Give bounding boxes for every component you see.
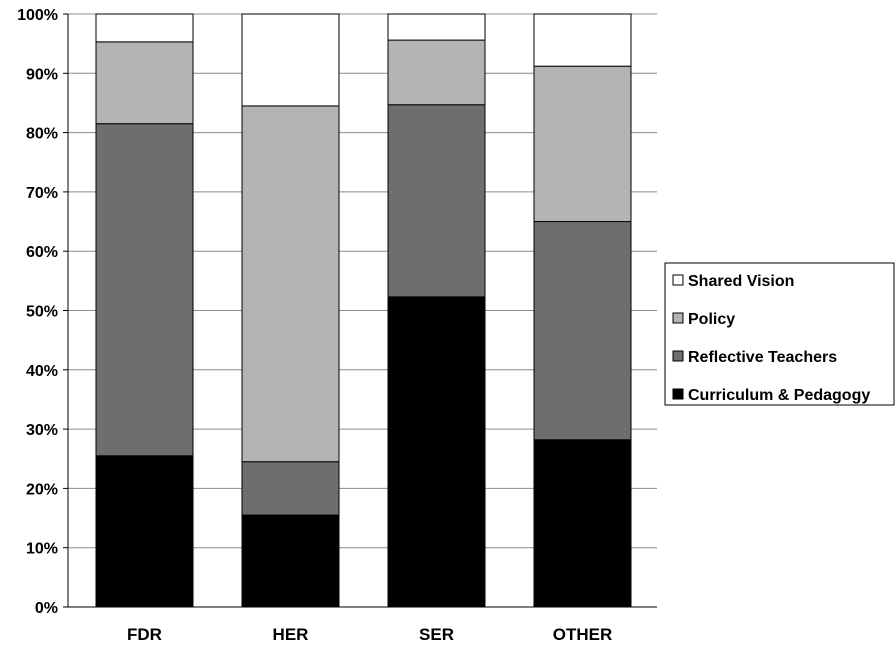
y-tick-label: 70% <box>26 185 58 202</box>
y-axis-tick-labels: 0% 10% 20% 30% 40% 50% 60% 70% 80% 90% 100% <box>17 7 58 617</box>
x-axis-category-labels: FDR HER SER OTHER <box>127 625 612 644</box>
bar-segment-fdr-shared-vision <box>96 14 193 42</box>
bar-segment-fdr-curriculum-pedagogy <box>96 456 193 607</box>
legend-swatch-policy <box>673 313 683 323</box>
y-tick-label: 60% <box>26 244 58 261</box>
legend-swatch-shared-vision <box>673 275 683 285</box>
y-tick-label: 50% <box>26 304 58 321</box>
x-category-label: HER <box>273 625 309 644</box>
bar-segment-ser-shared-vision <box>388 14 485 40</box>
bar-segment-her-reflective-teachers <box>242 462 339 515</box>
x-category-label: FDR <box>127 625 162 644</box>
bar-segment-her-policy <box>242 106 339 462</box>
bar-segment-her-curriculum-pedagogy <box>242 515 339 607</box>
y-tick-label: 40% <box>26 363 58 380</box>
x-category-label: SER <box>419 625 454 644</box>
y-tick-label: 30% <box>26 422 58 439</box>
bar-segment-ser-reflective-teachers <box>388 105 485 297</box>
bar-segment-fdr-policy <box>96 42 193 124</box>
bar-segment-other-reflective-teachers <box>534 222 631 440</box>
bar-segment-other-policy <box>534 66 631 221</box>
legend-swatch-curriculum-pedagogy <box>673 389 683 399</box>
legend-label-reflective-teachers: Reflective Teachers <box>688 349 837 366</box>
y-tick-label: 10% <box>26 541 58 558</box>
x-category-label: OTHER <box>553 625 613 644</box>
legend: Shared Vision Policy Reflective Teachers Cu… <box>665 263 894 405</box>
y-tick-label: 100% <box>17 7 58 24</box>
legend-label-shared-vision: Shared Vision <box>688 273 794 290</box>
bar-segment-fdr-reflective-teachers <box>96 124 193 456</box>
y-tick-label: 0% <box>35 600 58 617</box>
y-tick-label: 20% <box>26 481 58 498</box>
legend-label-policy: Policy <box>688 311 735 328</box>
y-tick-label: 90% <box>26 66 58 83</box>
bar-segment-other-shared-vision <box>534 14 631 66</box>
bar-segment-other-curriculum-pedagogy <box>534 440 631 607</box>
legend-label-curriculum-pedagogy: Curriculum & Pedagogy <box>688 387 870 404</box>
legend-swatch-reflective-teachers <box>673 351 683 361</box>
y-tick-label: 80% <box>26 126 58 143</box>
bar-segment-her-shared-vision <box>242 14 339 106</box>
bar-segment-ser-policy <box>388 40 485 105</box>
bar-segment-ser-curriculum-pedagogy <box>388 297 485 607</box>
